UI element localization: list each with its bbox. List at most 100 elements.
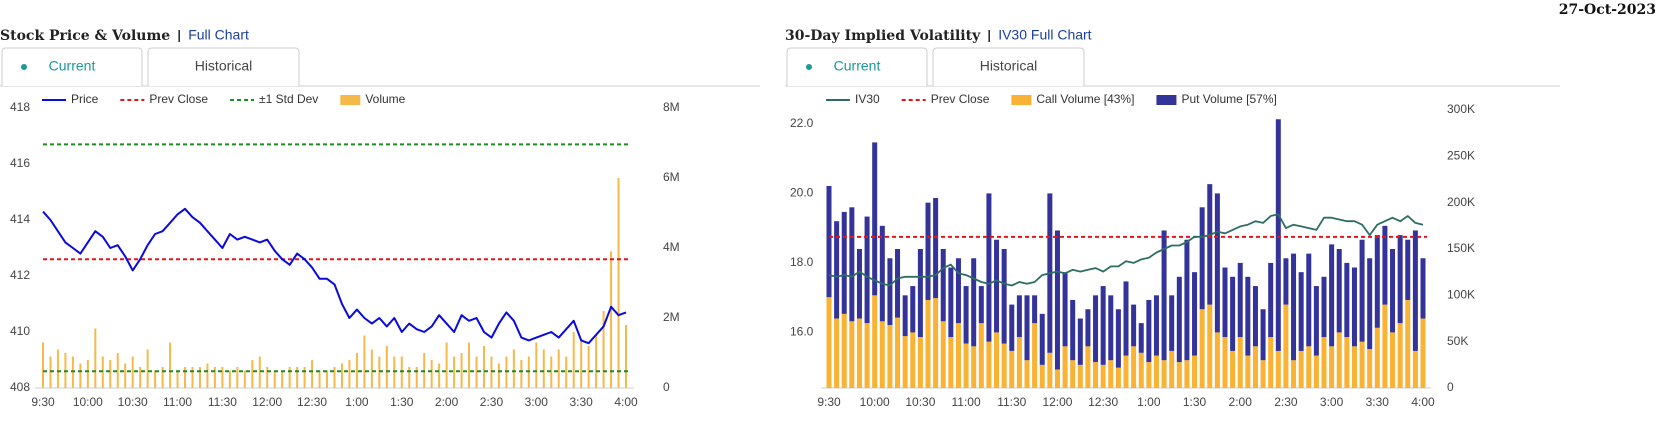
volume-bar (1199, 309, 1205, 388)
tab[interactable] (147, 47, 300, 86)
volume-bar (340, 363, 343, 388)
volume-bar (1344, 337, 1350, 388)
x-tick-label: 11:30 (208, 395, 237, 409)
volume-bar (1123, 355, 1129, 388)
volume-bar (1039, 364, 1045, 388)
volume-bar (430, 360, 433, 388)
x-tick-label: 2:00 (1229, 395, 1253, 409)
volume-bar (1336, 249, 1342, 333)
x-tick-label: 3:00 (1320, 395, 1344, 409)
volume-bar (1161, 230, 1167, 361)
x-tick-label: 10:30 (118, 395, 148, 409)
volume-bar (1336, 332, 1342, 388)
y2-tick-label: 100K (1447, 288, 1475, 302)
volume-bar (1207, 184, 1213, 305)
x-tick-label: 11:30 (997, 395, 1026, 409)
volume-bar (1268, 337, 1274, 388)
volume-bar (963, 343, 969, 388)
volume-bar (1298, 350, 1304, 388)
x-tick-label: 11:00 (163, 395, 192, 409)
volume-bar (1001, 249, 1007, 344)
volume-bar (1207, 304, 1213, 388)
y2-tick-label: 250K (1447, 149, 1475, 163)
volume-bar (176, 370, 179, 388)
volume-bar (1016, 337, 1022, 388)
volume-bar (94, 328, 97, 388)
volume-bar (1298, 272, 1304, 351)
volume-bar (1313, 286, 1319, 356)
volume-bar (101, 356, 104, 388)
tab[interactable] (1, 47, 143, 86)
volume-bar (986, 341, 992, 388)
x-tick-label: 9:30 (817, 395, 841, 409)
volume-bar (841, 313, 847, 388)
chart-title: 30-Day Implied Volatility (785, 28, 981, 44)
volume-bar (550, 356, 553, 388)
volume-bar (527, 356, 530, 388)
tab[interactable] (786, 47, 928, 86)
tab[interactable] (932, 47, 1085, 86)
volume-bar (213, 367, 216, 388)
volume-bar (1291, 360, 1297, 388)
volume-bar (917, 337, 923, 388)
volume-bar (902, 336, 908, 388)
volume-bar (826, 297, 832, 388)
volume-bar (535, 342, 538, 388)
x-tick-label: 1:30 (390, 395, 414, 409)
y2-tick-label: 6M (663, 170, 680, 184)
volume-bar (198, 367, 201, 388)
tab-label[interactable]: Current (834, 58, 881, 74)
y-tick-label: 410 (10, 324, 30, 338)
x-tick-label: 2:30 (1274, 395, 1298, 409)
volume-bar (318, 370, 321, 388)
volume-bar (1222, 337, 1228, 388)
full-chart-link[interactable]: IV30 Full Chart (998, 27, 1091, 43)
volume-bar (520, 360, 523, 388)
volume-bar (1275, 119, 1281, 351)
legend-swatch (1156, 95, 1177, 105)
volume-bar (1146, 299, 1152, 363)
volume-bar (1093, 362, 1099, 388)
volume-bar (438, 363, 441, 388)
volume-bar (281, 370, 284, 388)
volume-bar (1374, 235, 1380, 328)
volume-bar (1009, 350, 1015, 388)
volume-bar (856, 318, 862, 388)
legend-label: Prev Close (931, 92, 990, 106)
x-tick-label: 12:00 (1042, 395, 1072, 409)
y2-tick-label: 200K (1447, 195, 1475, 209)
legend-label: Volume (365, 92, 405, 106)
volume-bar (1054, 369, 1060, 388)
volume-bar (595, 335, 598, 388)
tab-label[interactable]: Current (49, 58, 96, 74)
series-line (828, 213, 1424, 287)
volume-bar (1260, 360, 1266, 388)
volume-bar (1412, 350, 1418, 388)
volume-bar (475, 356, 478, 388)
tab-label[interactable]: Historical (195, 58, 253, 74)
x-tick-label: 4:00 (614, 395, 638, 409)
legend-label: Put Volume [57%] (1181, 92, 1276, 106)
volume-bar (565, 356, 568, 388)
y2-tick-label: 150K (1447, 241, 1475, 255)
volume-bar (1359, 239, 1365, 342)
x-tick-label: 1:00 (345, 395, 369, 409)
tab-label[interactable]: Historical (980, 58, 1038, 74)
volume-bar (1070, 360, 1076, 388)
volume-bar (1329, 244, 1335, 347)
full-chart-link[interactable]: Full Chart (188, 27, 249, 43)
volume-bar (131, 356, 134, 388)
x-tick-label: 10:00 (73, 395, 103, 409)
y-tick-label: 416 (10, 156, 30, 170)
series-line (42, 207, 627, 345)
volume-bar (1009, 304, 1015, 351)
volume-bar (1085, 346, 1091, 388)
volume-bar (1344, 262, 1350, 338)
volume-bar (56, 349, 59, 388)
volume-bar (1306, 253, 1312, 347)
volume-bar (1390, 332, 1396, 388)
x-tick-label: 9:30 (31, 395, 55, 409)
volume-bar (169, 342, 172, 388)
x-tick-label: 12:30 (1088, 395, 1118, 409)
volume-bar (415, 367, 418, 388)
